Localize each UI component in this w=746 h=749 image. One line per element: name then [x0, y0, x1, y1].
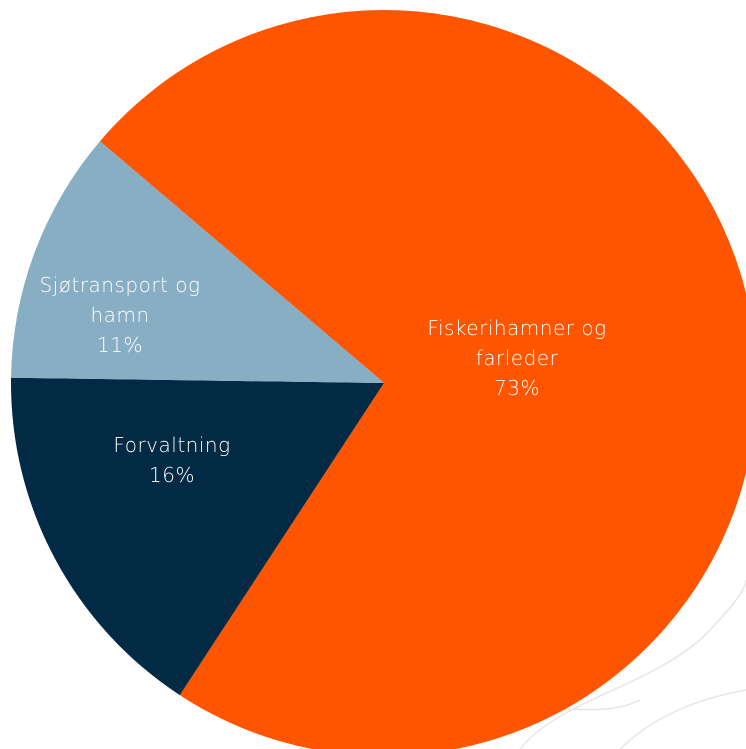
pie-slice	[11, 377, 385, 696]
slice-label: Forvaltning 16%	[82, 430, 262, 490]
slice-value: 73%	[494, 376, 540, 400]
slice-name: Sjøtransport og hamn	[39, 273, 201, 327]
pie-slice	[11, 141, 385, 383]
slice-name: Fiskerihamner og farleder	[427, 316, 607, 370]
slice-label: Sjøtransport og hamn 11%	[10, 270, 230, 360]
slice-name: Forvaltning	[113, 433, 231, 457]
slice-label: Fiskerihamner og farleder 73%	[427, 313, 607, 403]
slice-value: 16%	[149, 463, 195, 487]
pie-slice	[99, 10, 746, 749]
slice-value: 11%	[97, 333, 143, 357]
